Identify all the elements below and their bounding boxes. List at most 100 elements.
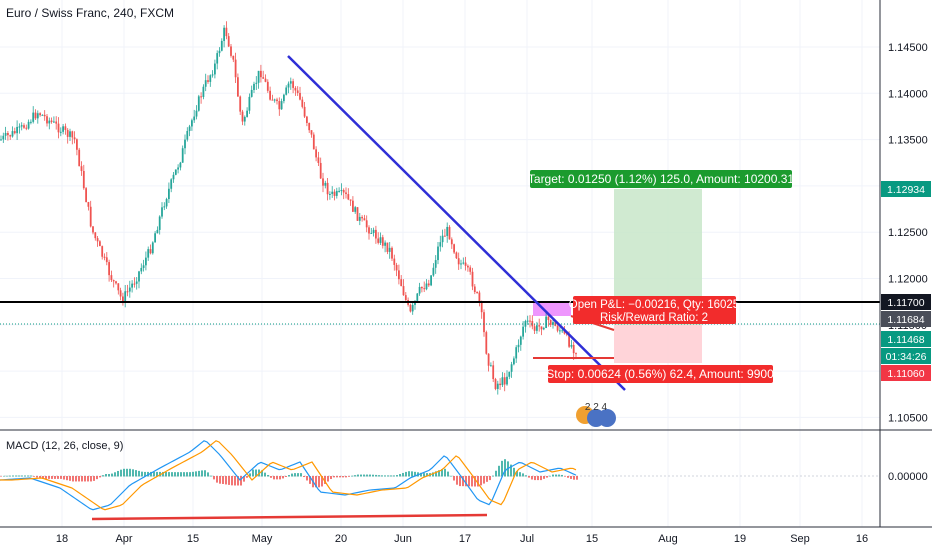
candle-body: [294, 87, 297, 91]
macd-histogram-bar: [447, 471, 449, 477]
candle-body: [13, 131, 16, 134]
macd-histogram-bar: [576, 476, 578, 480]
candle-body: [246, 110, 248, 117]
macd-histogram-bar: [420, 472, 422, 477]
candle-body: [393, 258, 396, 265]
candle-body: [30, 121, 32, 123]
macd-histogram-bar: [225, 476, 227, 485]
candle-body: [510, 364, 513, 372]
candle-body: [172, 174, 175, 180]
macd-histogram-bar: [234, 476, 236, 486]
macd-histogram-bar: [219, 476, 221, 484]
macd-histogram-bar: [255, 469, 257, 477]
target-label-box[interactable]: Target: 0.01250 (1.12%) 125.0, Amount: 1…: [528, 170, 795, 188]
candle-body: [168, 188, 170, 200]
candle-body: [149, 249, 152, 254]
candle-body: [464, 262, 467, 266]
macd-label: MACD (12, 26, close, 9): [6, 440, 124, 452]
candle-body: [110, 275, 113, 281]
candle-body: [43, 114, 46, 117]
candle-body: [36, 113, 39, 119]
candle-body: [467, 265, 469, 268]
macd-histogram-bar: [444, 468, 446, 477]
candle-body: [41, 114, 44, 116]
macd-histogram-bar: [15, 475, 17, 477]
trend-line[interactable]: [287, 55, 626, 391]
macd-zero-tick: 0.00000: [888, 471, 928, 483]
candle-body: [223, 27, 225, 41]
candle-body: [9, 135, 12, 137]
macd-histogram-bar: [231, 476, 233, 486]
candle-body: [2, 135, 5, 140]
candle-body: [563, 330, 566, 334]
candle-body: [278, 101, 281, 110]
candle-body: [526, 320, 529, 322]
macd-histogram-bar: [504, 459, 506, 477]
macd-histogram-bar: [489, 476, 491, 481]
price-label: 1.11700: [881, 294, 931, 310]
candle-body: [542, 327, 545, 330]
candle-body: [151, 242, 154, 254]
candle-body: [303, 106, 306, 117]
time-axis[interactable]: 18 Apr 15 May 20 Jun 17 Jul 15 Aug 19 Sep 16: [56, 533, 868, 545]
macd-histogram-bar: [96, 476, 98, 480]
candle-body: [292, 81, 294, 88]
price-tick: 1.10500: [888, 412, 928, 424]
candle-body: [20, 125, 23, 127]
candle-body: [317, 157, 320, 163]
macd-histogram-bar: [513, 467, 515, 477]
candle-body: [331, 191, 334, 194]
candle-body: [66, 129, 69, 137]
candle-body: [471, 271, 474, 287]
candle-body: [434, 260, 437, 268]
pnl-label-box[interactable]: Open P&L: −0.00216, Qty: 16025 Risk/Rewa…: [569, 296, 739, 324]
candle-body: [218, 50, 221, 54]
watermark-badge: 2 2 4: [576, 402, 616, 427]
candle-body: [156, 229, 159, 234]
macd-histogram-bar: [387, 475, 389, 477]
macd-histogram-bar: [213, 476, 215, 480]
candle-body: [262, 77, 265, 79]
macd-histogram-bar: [363, 474, 365, 477]
macd-histogram-bar: [294, 473, 296, 477]
candle-body: [478, 292, 481, 303]
candle-body: [184, 139, 186, 149]
macd-histogram-bar: [228, 476, 230, 485]
candle-body: [103, 256, 106, 258]
time-tick: 19: [734, 533, 746, 545]
price-tick: 1.12500: [888, 227, 928, 239]
candle-body: [237, 77, 239, 97]
macd-histogram-bar: [477, 476, 479, 487]
candle-body: [69, 131, 71, 137]
macd-histogram-bar: [399, 474, 401, 477]
price-tick: 1.13500: [888, 135, 928, 147]
candle-body: [209, 75, 212, 82]
macd-histogram-bar: [423, 473, 425, 477]
candle-body: [25, 127, 28, 129]
candle-body: [53, 121, 55, 123]
macd-histogram-bar: [168, 472, 170, 477]
macd-histogram-bar: [48, 476, 50, 479]
candle-body: [457, 258, 460, 265]
macd-histogram-bar: [324, 476, 326, 484]
candle-body: [96, 238, 99, 242]
macd-histogram-bar: [45, 476, 47, 479]
macd-histogram-bar: [486, 476, 488, 482]
candle-body: [575, 353, 577, 355]
risk-reward-label: Risk/Reward Ratio: 2: [600, 312, 708, 324]
macd-histogram-bar: [192, 471, 194, 477]
candle-body: [469, 267, 472, 272]
macd-histogram-bar: [492, 475, 494, 477]
candle-body: [515, 347, 518, 359]
candle-body: [48, 120, 51, 124]
candle-body: [119, 290, 122, 297]
macd-histogram-bar: [339, 476, 341, 478]
stop-label-box[interactable]: Stop: 0.00624 (0.56%) 62.4, Amount: 9900: [546, 365, 774, 383]
candle-body: [377, 238, 380, 243]
macd-histogram-bar: [42, 476, 44, 479]
macd-histogram-bar: [141, 471, 143, 477]
macd-histogram-bar: [276, 476, 278, 480]
candles: [0, 21, 577, 395]
macd-histogram-bar: [549, 475, 551, 477]
